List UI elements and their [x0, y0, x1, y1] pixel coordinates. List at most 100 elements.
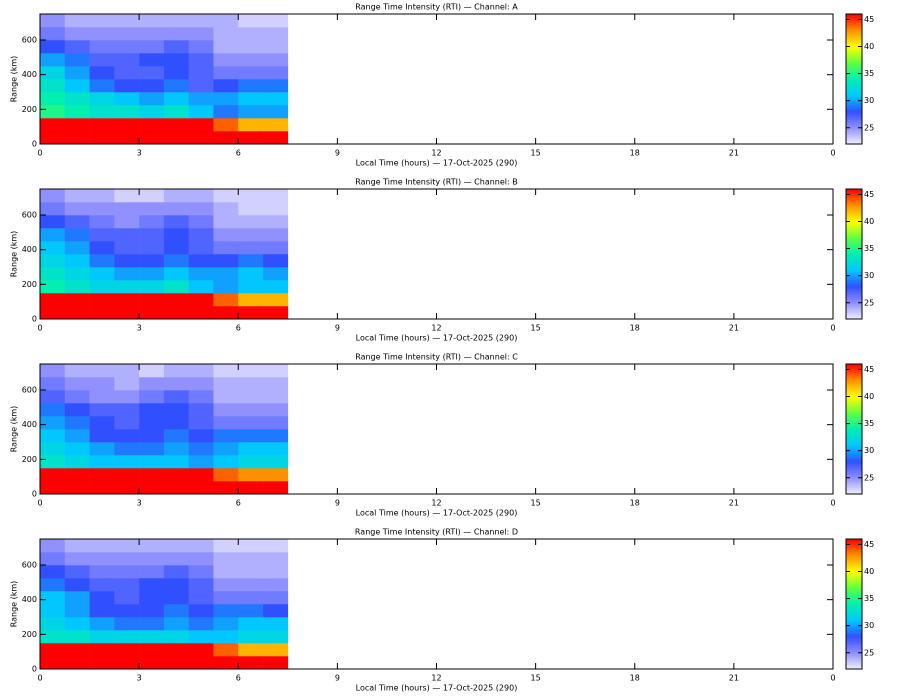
colorbar-step: [846, 89, 862, 93]
colorbar-step: [846, 465, 862, 469]
colorbar-step: [846, 81, 862, 84]
heat-cell: [64, 656, 90, 670]
heat-cell: [213, 293, 239, 307]
heat-cell: [163, 617, 189, 631]
heat-cell: [238, 539, 264, 553]
heat-cell: [238, 656, 264, 670]
heat-cell: [163, 79, 189, 93]
colorbar-step: [846, 202, 862, 205]
heat-cell: [89, 591, 115, 605]
heat-cell: [213, 539, 239, 553]
heat-cell: [213, 118, 239, 132]
panel-title: Range Time Intensity (RTI) — Channel: D: [355, 528, 518, 537]
heat-cell: [139, 118, 165, 132]
heat-cell: [139, 228, 165, 242]
y-tick-label: 600: [22, 386, 37, 395]
x-tick-label: 0: [37, 674, 42, 683]
heat-cell: [163, 604, 189, 618]
heat-cell: [163, 390, 189, 404]
colorbar-step: [846, 107, 862, 110]
heat-cell: [188, 643, 214, 657]
colorbar-step: [846, 435, 862, 438]
heat-cell: [213, 241, 239, 255]
heat-cell: [139, 53, 165, 67]
heat-cell: [64, 202, 90, 216]
heat-cell: [89, 442, 115, 456]
colorbar-tick-label: 45: [864, 190, 874, 199]
colorbar-step: [846, 267, 862, 270]
heat-cell: [238, 565, 264, 579]
heat-cell: [163, 53, 189, 67]
colorbar-frame: [845, 363, 863, 495]
heat-cell: [188, 254, 214, 268]
heat-cell: [139, 403, 165, 417]
y-tick-label: 400: [22, 420, 37, 429]
colorbar-step: [846, 87, 862, 91]
colorbar-step: [846, 588, 862, 592]
x-tick-label: 0: [37, 324, 42, 333]
heat-cell: [40, 280, 66, 294]
heat-cell: [89, 131, 115, 145]
colorbar-step: [846, 232, 862, 235]
heat-cell: [89, 53, 115, 67]
heat-cell: [188, 92, 214, 106]
heat-cell: [238, 390, 264, 404]
colorbar-step: [846, 606, 862, 609]
colorbar-step: [846, 85, 862, 88]
heat-cell: [64, 40, 90, 54]
heat-cell: [40, 364, 66, 378]
heat-cell: [40, 390, 66, 404]
heat-cell: [40, 455, 66, 469]
heat-cell: [188, 604, 214, 618]
heat-cell: [114, 241, 140, 255]
colorbar-step: [846, 40, 862, 43]
heat-cell: [64, 643, 90, 657]
heat-cell: [213, 364, 239, 378]
colorbar-step: [846, 394, 862, 397]
heat-cell: [238, 578, 264, 592]
heat-cell: [89, 481, 115, 495]
heat-cell: [263, 578, 289, 592]
colorbar-step: [846, 392, 862, 395]
colorbar-step: [846, 290, 862, 294]
x-tick-label: 3: [137, 149, 142, 158]
colorbar-tick-label: 45: [864, 540, 874, 549]
heat-cell: [163, 189, 189, 203]
colorbar-step: [846, 442, 862, 445]
colorbar-step: [846, 552, 862, 555]
heat-cell: [64, 14, 90, 28]
x-tick-label: 12: [431, 149, 441, 158]
heat-cell: [114, 565, 140, 579]
heat-cell: [188, 442, 214, 456]
heat-cell: [213, 189, 239, 203]
colorbar-step: [846, 608, 862, 611]
colorbar-step: [846, 485, 862, 488]
heat-cell: [238, 280, 264, 294]
colorbar-step: [846, 431, 862, 434]
colorbar-step: [846, 94, 862, 97]
colorbar-step: [846, 364, 862, 367]
heat-cell: [139, 377, 165, 391]
colorbar-step: [846, 584, 862, 587]
colorbar-step: [846, 632, 862, 635]
heat-cell: [114, 267, 140, 281]
colorbar-step: [846, 625, 862, 629]
y-tick-label: 400: [22, 70, 37, 79]
colorbar-step: [846, 98, 862, 101]
y-tick-label: 0: [32, 665, 37, 674]
colorbar-step: [846, 666, 862, 670]
colorbar-step: [846, 372, 862, 376]
colorbar-step: [846, 308, 862, 311]
colorbar-step: [846, 424, 862, 428]
heat-cell: [114, 643, 140, 657]
colorbar-step: [846, 407, 862, 410]
colorbar-frame: [845, 13, 863, 145]
heat-cell: [64, 254, 90, 268]
heat-cell: [40, 565, 66, 579]
heat-cell: [114, 591, 140, 605]
x-axis-label: Local Time (hours) — 17-Oct-2025 (290): [356, 684, 518, 693]
heat-cell: [263, 656, 289, 670]
heat-cell: [89, 656, 115, 670]
colorbar-step: [846, 383, 862, 386]
heat-cell: [64, 105, 90, 119]
